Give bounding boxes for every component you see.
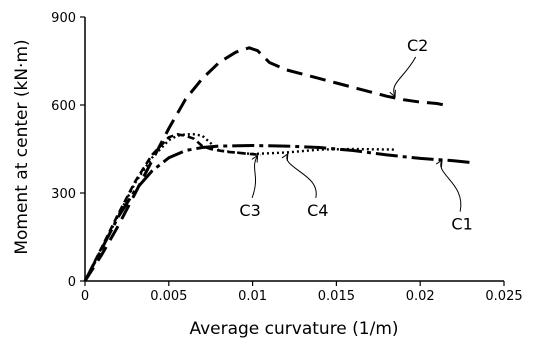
series-c1-line xyxy=(83,144,474,282)
y-axis-title: Moment at center (kN·m) xyxy=(12,39,32,254)
series-c3-line xyxy=(83,133,262,282)
x-tick-label: 0 xyxy=(81,289,89,304)
y-tick-label: 900 xyxy=(51,11,76,26)
annotation-c2-leader xyxy=(393,56,417,97)
x-tick-label: 0.015 xyxy=(318,289,355,304)
x-tick-label: 0.025 xyxy=(485,289,522,304)
annotation-c1-label: C1 xyxy=(451,215,472,234)
annotation-c1-arrowhead xyxy=(435,159,443,168)
series-layer xyxy=(83,46,474,282)
x-axis-title: Average curvature (1/m) xyxy=(189,319,398,339)
annotation-layer: C2 C3 C4 C1 xyxy=(239,36,472,234)
series-c2-line xyxy=(83,46,448,282)
y-tick-label: 300 xyxy=(51,187,76,202)
x-tick-label: 0.01 xyxy=(238,289,267,304)
series-c4-line xyxy=(83,133,396,282)
annotation-c3-leader xyxy=(251,155,259,199)
y-tick-label: 0 xyxy=(68,275,76,290)
annotation-c4-leader xyxy=(286,153,317,198)
annotation-c4-arrowhead xyxy=(281,152,289,162)
annotation-c2-arrowhead xyxy=(389,89,396,98)
x-axis-ticks: 0 0.005 0.01 0.015 0.02 0.025 xyxy=(81,281,523,304)
annotation-c1-leader xyxy=(440,159,462,212)
x-tick-label: 0.005 xyxy=(150,289,187,304)
annotation-c2-label: C2 xyxy=(407,36,428,55)
plot-frame xyxy=(84,17,504,282)
y-axis-ticks: 0 300 600 900 xyxy=(51,11,85,290)
y-tick-label: 600 xyxy=(51,99,76,114)
annotation-c3-label: C3 xyxy=(239,201,260,220)
x-tick-label: 0.02 xyxy=(406,289,435,304)
annotation-c4-label: C4 xyxy=(307,201,328,220)
annotation-c3-arrowhead xyxy=(251,154,259,163)
